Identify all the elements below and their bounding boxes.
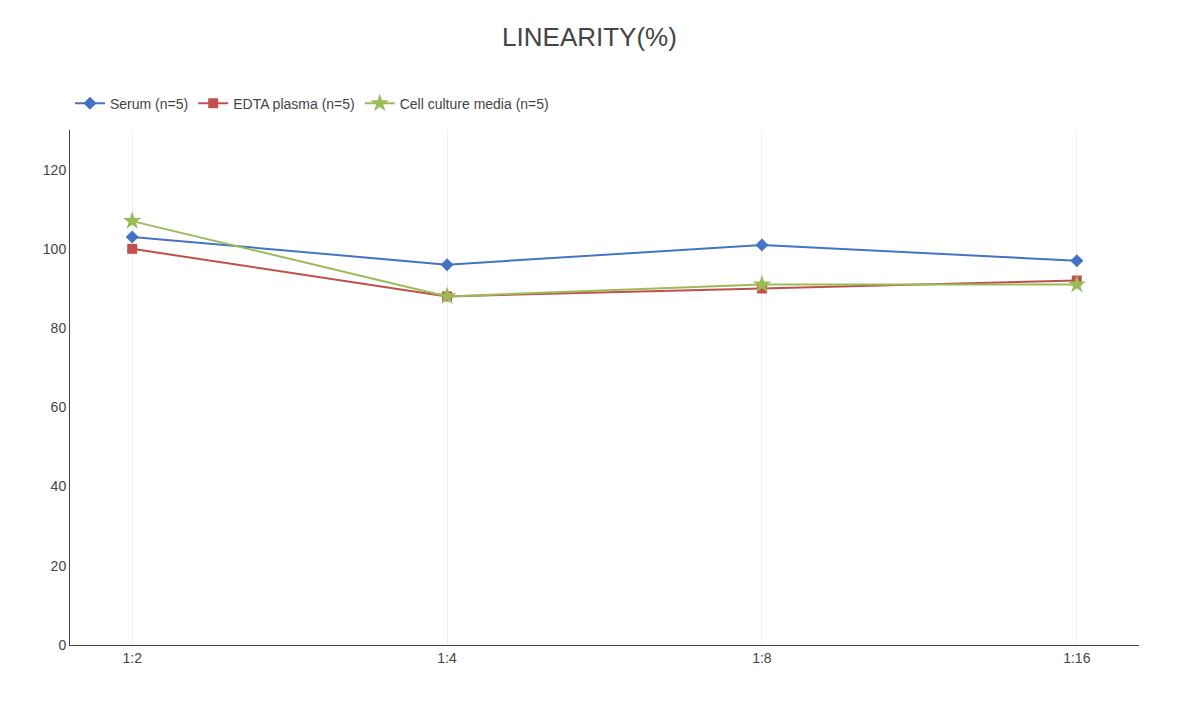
svg-text:1:8: 1:8 <box>752 650 772 666</box>
svg-text:80: 80 <box>51 320 67 336</box>
svg-text:120: 120 <box>43 162 67 178</box>
svg-text:60: 60 <box>51 399 67 415</box>
svg-text:1:16: 1:16 <box>1063 650 1090 666</box>
svg-text:20: 20 <box>51 558 67 574</box>
svg-text:40: 40 <box>51 478 67 494</box>
svg-text:1:2: 1:2 <box>122 650 142 666</box>
svg-text:Cell culture media (n=5): Cell culture media (n=5) <box>400 96 549 112</box>
svg-text:EDTA plasma (n=5): EDTA plasma (n=5) <box>233 96 355 112</box>
svg-text:100: 100 <box>43 241 67 257</box>
svg-text:1:4: 1:4 <box>437 650 457 666</box>
svg-text:Serum (n=5): Serum (n=5) <box>110 96 188 112</box>
svg-text:0: 0 <box>58 637 66 653</box>
svg-text:LINEARITY(%): LINEARITY(%) <box>502 22 677 52</box>
